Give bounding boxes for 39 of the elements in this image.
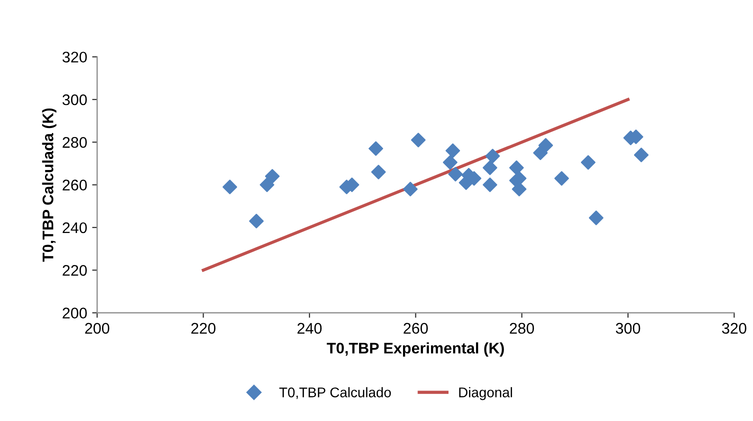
legend-label: Diagonal <box>459 387 512 400</box>
y-tick-label: 240 <box>62 222 87 234</box>
point <box>371 164 386 180</box>
y-tick-label: 320 <box>62 52 87 63</box>
point <box>368 141 384 156</box>
x-tick-label: 260 <box>404 322 428 334</box>
y-tick-label: 300 <box>62 94 87 106</box>
point <box>482 160 498 176</box>
x-tick-label: 220 <box>191 322 216 334</box>
x-tick-label: 280 <box>510 322 534 334</box>
point <box>411 132 426 148</box>
x-tick-label: 320 <box>722 322 746 334</box>
y-tick-label: 280 <box>62 137 87 148</box>
x-axis-title: T0,TBP Experimental (K) <box>326 342 504 357</box>
point <box>442 155 458 170</box>
y-tick-label: 220 <box>62 265 87 276</box>
legend-label: T0,TBP Calculado <box>279 387 391 399</box>
point <box>260 178 274 192</box>
point <box>446 143 460 158</box>
point <box>538 138 553 153</box>
point <box>249 214 264 228</box>
point <box>222 180 238 194</box>
y-tick-label: 200 <box>62 308 87 318</box>
point <box>482 178 498 192</box>
x-tick-label: 300 <box>616 322 640 334</box>
point <box>265 169 280 184</box>
y-axis-title: T0,TBP Calculada (K) <box>42 108 56 262</box>
point <box>580 155 596 170</box>
point <box>485 148 500 164</box>
x-tick-label: 240 <box>298 322 322 334</box>
point <box>554 171 569 186</box>
point <box>634 148 649 162</box>
point <box>509 160 524 176</box>
y-tick-label: 260 <box>62 180 87 191</box>
point <box>448 166 463 182</box>
x-tick-label: 200 <box>85 322 110 334</box>
point <box>512 182 526 196</box>
point <box>588 210 604 226</box>
point <box>403 182 418 196</box>
